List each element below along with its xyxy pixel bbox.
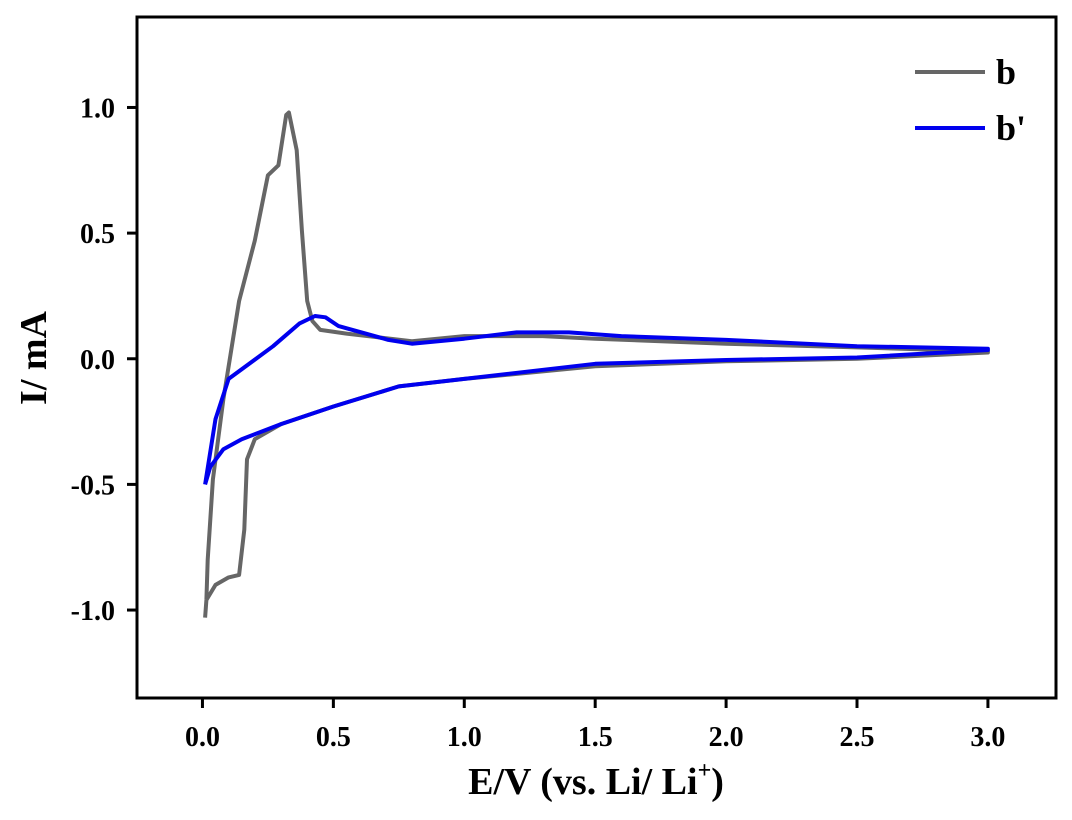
- x-tick-label: 3.0: [970, 722, 1005, 753]
- x-tick-label: 1.0: [447, 722, 482, 753]
- series-line-b-prime: [203, 314, 990, 485]
- y-tick-label: -0.5: [71, 470, 115, 501]
- x-tick-label: 0.5: [316, 722, 351, 753]
- x-tick-label: 0.0: [185, 722, 220, 753]
- y-axis-label: I/ mA: [13, 310, 55, 405]
- series-line-b: [203, 110, 990, 618]
- legend: b b': [915, 52, 1026, 148]
- series-layer: [203, 110, 990, 618]
- legend-label: b': [996, 108, 1026, 148]
- x-tick-label: 2.0: [709, 722, 744, 753]
- y-tick-label: 1.0: [80, 93, 115, 124]
- x-axis-label: E/V (vs. Li/ Li+): [468, 758, 724, 803]
- y-tick-label: -1.0: [71, 596, 115, 627]
- x-tick-label: 2.5: [840, 722, 875, 753]
- y-tick-label: 0.5: [80, 219, 115, 250]
- y-tick-label: 0.0: [80, 345, 115, 376]
- x-tick-label: 1.5: [578, 722, 613, 753]
- x-axis-label-superscript: +: [698, 758, 712, 784]
- ticks-layer: 0.0 0.5 1.0 1.5 2.0 2.5 3.0 -1.0 -0.5 0.0 0.5 1.0: [71, 93, 1006, 753]
- legend-label: b: [996, 52, 1016, 92]
